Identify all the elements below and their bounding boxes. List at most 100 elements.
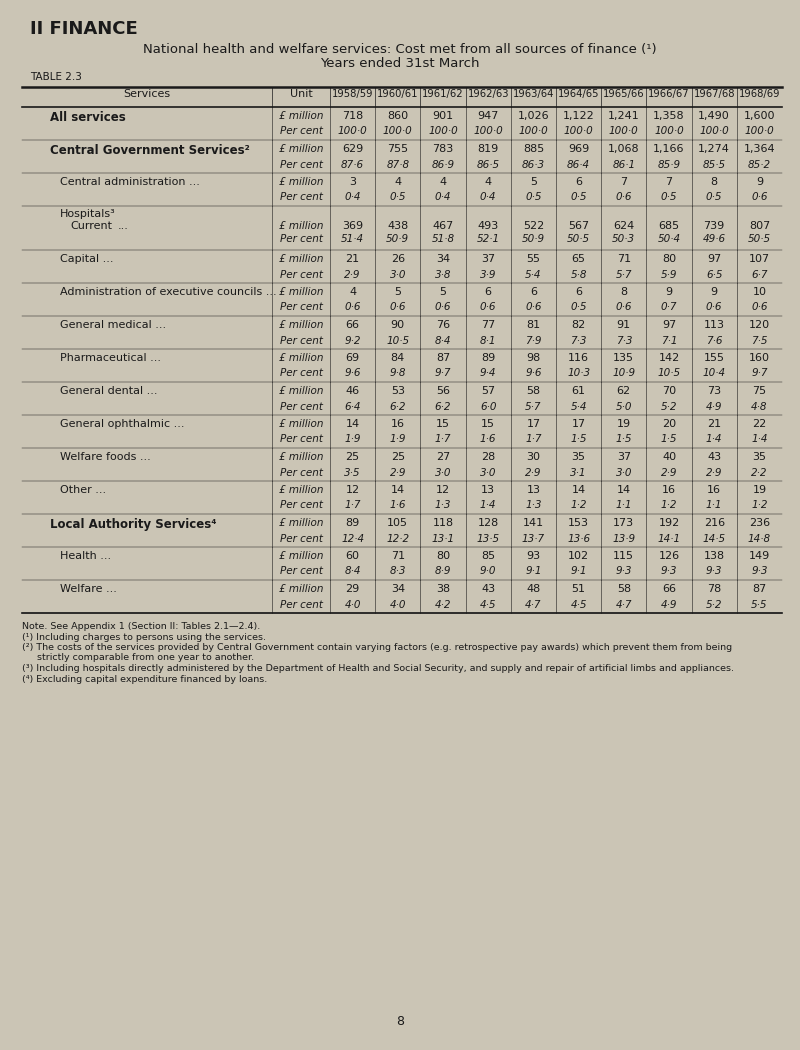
Text: 1,358: 1,358	[653, 111, 685, 121]
Text: 89: 89	[481, 353, 495, 363]
Text: 0·5: 0·5	[661, 192, 678, 203]
Text: 84: 84	[390, 353, 405, 363]
Text: 13·9: 13·9	[612, 533, 635, 544]
Text: 87·8: 87·8	[386, 160, 410, 169]
Text: 66: 66	[346, 320, 360, 330]
Text: 7·3: 7·3	[615, 336, 632, 345]
Text: 91: 91	[617, 320, 631, 330]
Text: 1967/68: 1967/68	[694, 89, 735, 99]
Text: (¹) Including charges to persons using the services.: (¹) Including charges to persons using t…	[22, 632, 266, 642]
Text: 4·5: 4·5	[570, 600, 587, 609]
Text: 1·3: 1·3	[525, 501, 542, 510]
Text: 48: 48	[526, 584, 541, 594]
Text: 1·7: 1·7	[344, 501, 361, 510]
Text: 0·5: 0·5	[570, 302, 587, 313]
Text: 120: 120	[749, 320, 770, 330]
Text: National health and welfare services: Cost met from all sources of finance (¹): National health and welfare services: Co…	[143, 43, 657, 56]
Text: All services: All services	[50, 111, 126, 124]
Text: 105: 105	[387, 518, 408, 528]
Text: 81: 81	[526, 320, 541, 330]
Text: General dental ...: General dental ...	[60, 386, 158, 396]
Text: 97: 97	[662, 320, 676, 330]
Text: 6·5: 6·5	[706, 270, 722, 279]
Text: 9·2: 9·2	[344, 336, 361, 345]
Text: 8·9: 8·9	[434, 567, 451, 576]
Text: 1960/61: 1960/61	[377, 89, 418, 99]
Text: 7: 7	[666, 177, 673, 187]
Text: Welfare foods ...: Welfare foods ...	[60, 452, 150, 462]
Text: 60: 60	[346, 551, 360, 561]
Text: 1·6: 1·6	[480, 435, 497, 444]
Text: 1·3: 1·3	[434, 501, 451, 510]
Text: 0·6: 0·6	[751, 302, 768, 313]
Text: 9·7: 9·7	[434, 369, 451, 378]
Text: 89: 89	[346, 518, 360, 528]
Text: 30: 30	[526, 452, 541, 462]
Text: 1·6: 1·6	[390, 501, 406, 510]
Text: 118: 118	[433, 518, 454, 528]
Text: 1·4: 1·4	[480, 501, 497, 510]
Text: 100·0: 100·0	[518, 126, 548, 136]
Text: 100·0: 100·0	[428, 126, 458, 136]
Text: 4·5: 4·5	[480, 600, 497, 609]
Text: strictly comparable from one year to another.: strictly comparable from one year to ano…	[22, 653, 254, 663]
Text: 0·6: 0·6	[706, 302, 722, 313]
Text: 82: 82	[571, 320, 586, 330]
Text: TABLE 2.3: TABLE 2.3	[30, 72, 82, 82]
Text: 9: 9	[710, 287, 718, 297]
Text: 1·2: 1·2	[661, 501, 678, 510]
Text: 38: 38	[436, 584, 450, 594]
Text: 10·3: 10·3	[567, 369, 590, 378]
Text: 2·9: 2·9	[706, 467, 722, 478]
Text: 2·9: 2·9	[344, 270, 361, 279]
Text: 216: 216	[704, 518, 725, 528]
Text: 1·5: 1·5	[570, 435, 587, 444]
Text: 7: 7	[620, 177, 627, 187]
Text: (⁴) Excluding capital expenditure financed by loans.: (⁴) Excluding capital expenditure financ…	[22, 674, 267, 684]
Text: 17: 17	[526, 419, 541, 429]
Text: 100·0: 100·0	[654, 126, 684, 136]
Text: 5·7: 5·7	[615, 270, 632, 279]
Text: 1,490: 1,490	[698, 111, 730, 121]
Text: 0·6: 0·6	[525, 302, 542, 313]
Text: 29: 29	[346, 584, 360, 594]
Text: 71: 71	[617, 254, 631, 264]
Text: 13: 13	[482, 485, 495, 495]
Text: ...: ...	[118, 220, 129, 231]
Text: 783: 783	[432, 144, 454, 154]
Text: 5·4: 5·4	[525, 270, 542, 279]
Text: 25: 25	[346, 452, 360, 462]
Text: 14·5: 14·5	[702, 533, 726, 544]
Text: £ million: £ million	[278, 485, 323, 495]
Text: 27: 27	[436, 452, 450, 462]
Text: 85: 85	[481, 551, 495, 561]
Text: 173: 173	[614, 518, 634, 528]
Text: 493: 493	[478, 220, 499, 231]
Text: 12: 12	[346, 485, 360, 495]
Text: Hospitals³: Hospitals³	[60, 209, 116, 219]
Text: 4: 4	[485, 177, 492, 187]
Text: 116: 116	[568, 353, 589, 363]
Text: 5·0: 5·0	[615, 401, 632, 412]
Text: 6·0: 6·0	[480, 401, 497, 412]
Text: 4·2: 4·2	[434, 600, 451, 609]
Text: 1·5: 1·5	[615, 435, 632, 444]
Text: £ million: £ million	[278, 584, 323, 594]
Text: General ophthalmic ...: General ophthalmic ...	[60, 419, 185, 429]
Text: 1966/67: 1966/67	[648, 89, 690, 99]
Text: Per cent: Per cent	[279, 567, 322, 576]
Text: 86·9: 86·9	[431, 160, 454, 169]
Text: 107: 107	[749, 254, 770, 264]
Text: 12·2: 12·2	[386, 533, 410, 544]
Text: 3·1: 3·1	[570, 467, 587, 478]
Text: 85·2: 85·2	[748, 160, 771, 169]
Text: 3·5: 3·5	[344, 467, 361, 478]
Text: 4·8: 4·8	[751, 401, 768, 412]
Text: Health ...: Health ...	[60, 551, 111, 561]
Text: 5·2: 5·2	[706, 600, 722, 609]
Text: 1·7: 1·7	[525, 435, 542, 444]
Text: 87·6: 87·6	[341, 160, 364, 169]
Text: 17: 17	[571, 419, 586, 429]
Text: 9·3: 9·3	[661, 567, 678, 576]
Text: 2·9: 2·9	[525, 467, 542, 478]
